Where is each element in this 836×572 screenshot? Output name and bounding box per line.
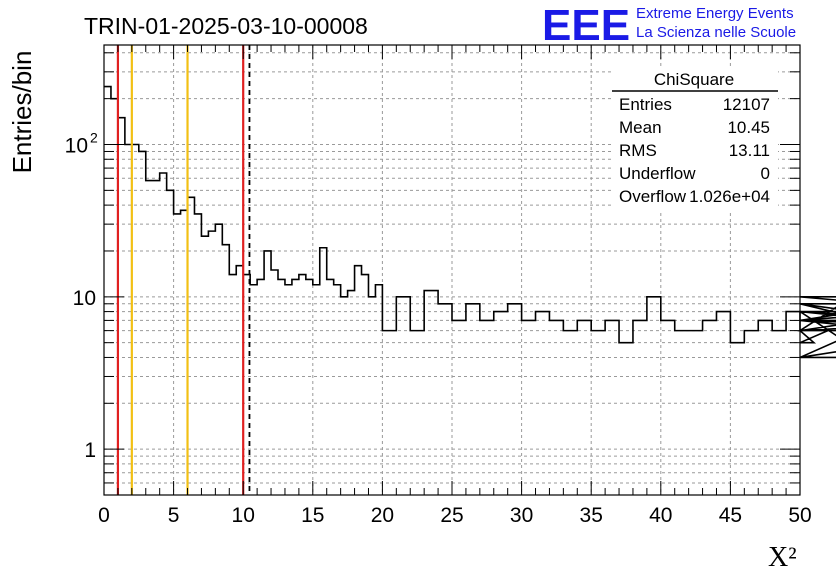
- reference-lines: [116, 45, 251, 495]
- chart-title: TRIN-01-2025-03-10-00008: [84, 13, 368, 39]
- stats-row-label: RMS: [619, 141, 657, 160]
- stats-row-value: 0: [761, 164, 770, 183]
- stats-row-value: 13.11: [729, 141, 770, 160]
- stats-row-label: Overflow: [619, 187, 687, 206]
- stats-row-value: 1.026e+04: [689, 187, 770, 206]
- histogram-step-line: [104, 85, 836, 359]
- y-axis-label: Entries/bin: [7, 51, 37, 174]
- y-tick-label: 10: [73, 287, 96, 310]
- x-axis-label: X²: [768, 542, 797, 572]
- x-tick-label: 30: [510, 504, 533, 527]
- histogram: [104, 85, 836, 359]
- logo-line-1: Extreme Energy Events: [636, 5, 794, 22]
- x-tick-label: 35: [580, 504, 603, 527]
- y-tick-label: 10: [65, 134, 88, 157]
- logo-mark: EEE: [542, 1, 630, 50]
- x-tick-label: 40: [649, 504, 672, 527]
- stats-row-label: Mean: [619, 118, 662, 137]
- x-tick-label: 5: [168, 504, 180, 527]
- stats-row-value: 12107: [723, 95, 770, 114]
- x-tick-label: 10: [232, 504, 255, 527]
- x-tick-label: 25: [440, 504, 463, 527]
- x-tick-label: 0: [98, 504, 110, 527]
- y-tick-exponent: 2: [90, 129, 98, 145]
- stats-rows: Entries 12107 Mean 10.45 RMS 13.11 Underflow 0 O…: [619, 95, 770, 206]
- eee-logo: EEE Extreme Energy Events La Scienza nel…: [542, 1, 796, 50]
- stats-row-value: 10.45: [727, 118, 770, 137]
- stats-row-label: Entries: [619, 95, 672, 114]
- x-tick-label: 20: [371, 504, 394, 527]
- x-tick-label: 15: [301, 504, 324, 527]
- x-tick-label: 50: [788, 504, 811, 527]
- stats-row-label: Underflow: [619, 164, 696, 183]
- logo-line-2: La Scienza nelle Scuole: [636, 24, 796, 41]
- x-tick-label: 45: [719, 504, 742, 527]
- stats-title: ChiSquare: [654, 70, 734, 89]
- y-tick-label: 1: [84, 439, 96, 462]
- stats-box: ChiSquare Entries 12107 Mean 10.45 RMS 13.11 U…: [612, 67, 778, 213]
